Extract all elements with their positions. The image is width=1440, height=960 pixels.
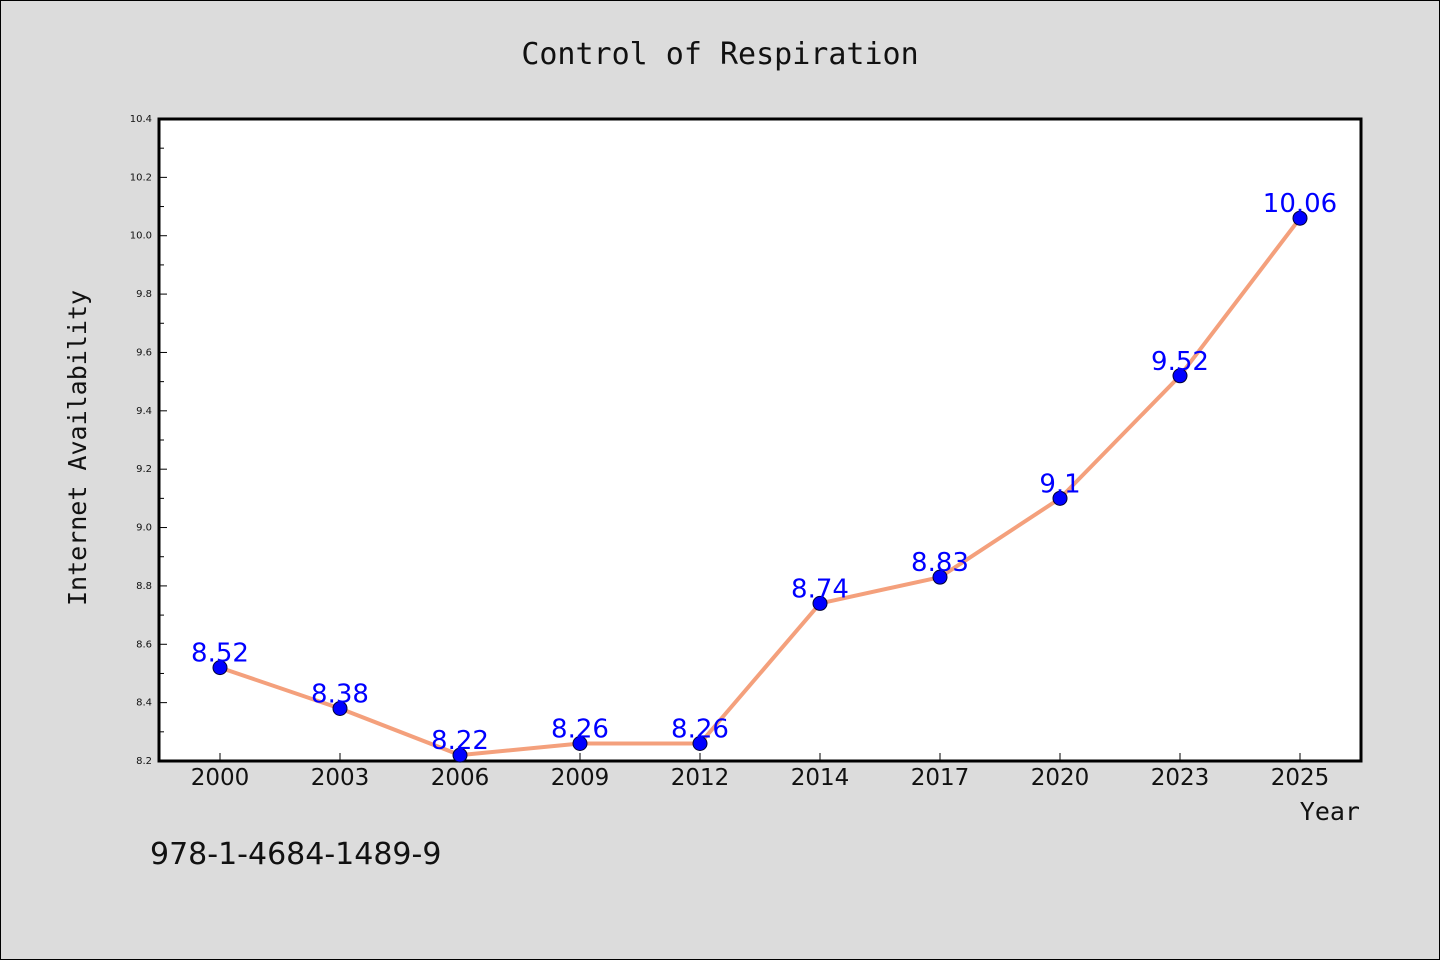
x-tick-label: 2000	[191, 765, 250, 791]
y-tick-label: 8.4	[136, 698, 152, 709]
data-point	[932, 569, 948, 585]
y-tick-label: 8.2	[136, 756, 152, 767]
data-label: 10.06	[1263, 189, 1337, 219]
data-point	[452, 747, 468, 763]
data-point	[1172, 368, 1188, 384]
data-point	[812, 595, 828, 611]
x-tick-label: 2012	[671, 765, 730, 791]
x-axis-label: Year	[1300, 797, 1360, 826]
x-tick-label: 2023	[1151, 765, 1210, 791]
data-point	[212, 660, 228, 676]
data-label: 8.26	[551, 714, 609, 744]
x-tick-label: 2006	[431, 765, 490, 791]
y-axis: 8.2 8.4 8.6 8.8 9.0 9.2 9.4 9.6 9.8 10.0 10.2 10.4	[130, 114, 167, 767]
data-points	[212, 210, 1308, 763]
data-label: 8.22	[431, 726, 489, 756]
data-label: 8.38	[311, 679, 369, 709]
y-tick-label: 9.6	[136, 347, 152, 358]
data-label: 9.1	[1039, 469, 1080, 499]
y-tick-label: 9.8	[136, 289, 152, 300]
x-axis: 2000 2003 2006 2009 2012 2014 2017 2020 2023 2025	[191, 753, 1330, 791]
data-point	[572, 735, 588, 751]
data-labels: 8.52 8.38 8.22 8.26 8.26 8.74 8.83 9.1 9.52 10.06	[191, 189, 1337, 756]
data-point	[1052, 490, 1068, 506]
data-point	[332, 700, 348, 716]
data-point	[1292, 210, 1308, 226]
data-label: 8.52	[191, 639, 249, 669]
isbn-text: 978-1-4684-1489-9	[150, 837, 441, 872]
data-label: 8.26	[671, 714, 729, 744]
data-label: 8.83	[911, 548, 969, 578]
y-tick-label: 9.4	[136, 406, 152, 417]
y-tick-label: 10.2	[130, 172, 152, 183]
series-line	[218, 216, 1302, 758]
y-tick-label: 9.0	[136, 523, 152, 534]
x-tick-label: 2020	[1031, 765, 1090, 791]
x-tick-label: 2025	[1271, 765, 1330, 791]
y-tick-label: 10.0	[130, 231, 152, 242]
x-tick-label: 2017	[911, 765, 970, 791]
chart-title: Control of Respiration	[521, 37, 918, 72]
data-point	[692, 735, 708, 751]
x-tick-label: 2014	[791, 765, 850, 791]
y-axis-label: Internet Availability	[63, 290, 92, 606]
data-label: 9.52	[1151, 347, 1209, 377]
y-tick-label: 8.8	[136, 581, 152, 592]
y-tick-label: 9.2	[136, 464, 152, 475]
y-tick-label: 8.6	[136, 639, 152, 650]
x-tick-label: 2003	[311, 765, 370, 791]
y-tick-label: 10.4	[130, 114, 152, 125]
plot-area	[157, 117, 1363, 763]
x-tick-label: 2009	[551, 765, 610, 791]
data-label: 8.74	[791, 574, 849, 604]
